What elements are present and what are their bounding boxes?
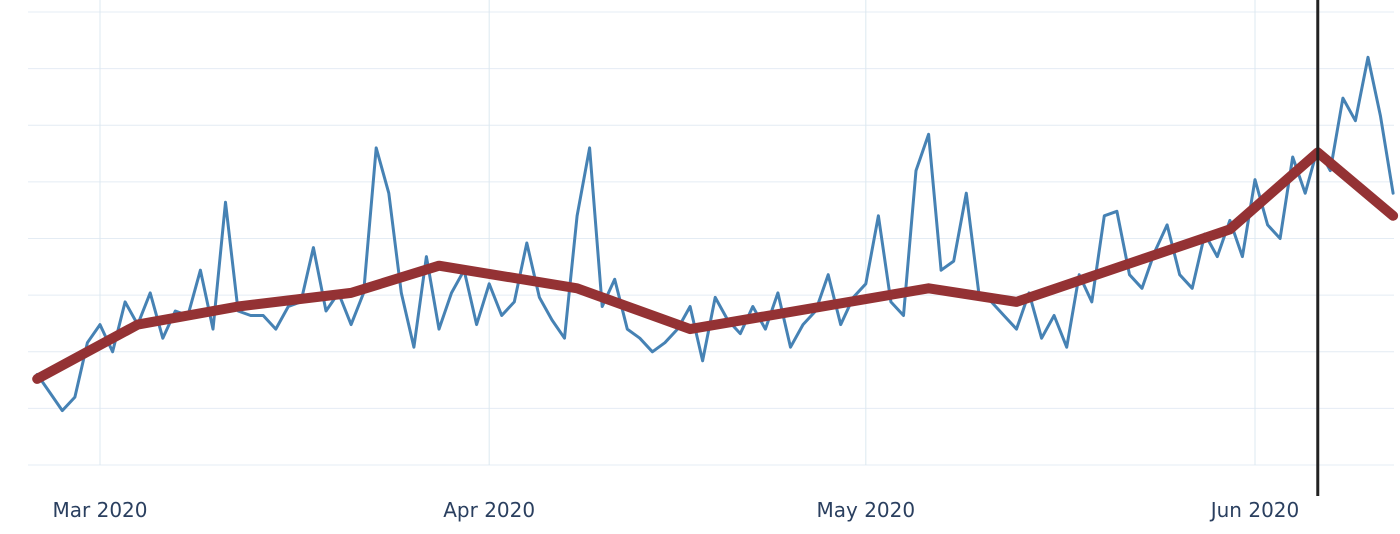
x-tick-label: Apr 2020 [443, 498, 535, 522]
x-tick-label: Mar 2020 [53, 498, 148, 522]
grid [28, 0, 1394, 466]
series-line-raw [35, 55, 1395, 413]
x-axis: Mar 2020 Apr 2020 May 2020 Jun 2020 [53, 498, 1300, 522]
x-tick-label: May 2020 [817, 498, 916, 522]
x-tick-label: Jun 2020 [1209, 498, 1300, 522]
series-line-trend [32, 147, 1399, 384]
series-layer [32, 55, 1399, 413]
